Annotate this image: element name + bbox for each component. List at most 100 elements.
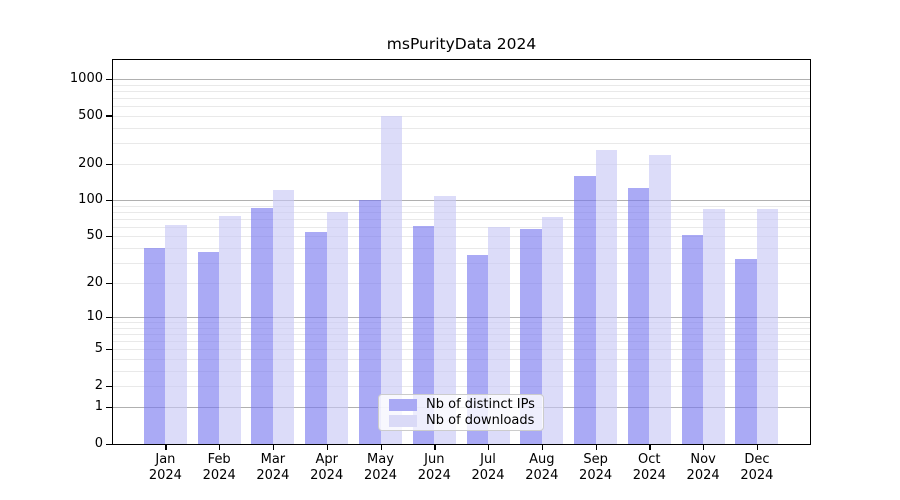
gridline-major [113, 79, 810, 81]
x-tick-label: Mar 2024 [256, 452, 290, 483]
legend-item-distinct-ips: Nb of distinct IPs [389, 397, 535, 412]
bar-distinct-ips-sep [574, 176, 596, 444]
x-tick-mark [595, 444, 597, 450]
y-tick-mark [106, 385, 112, 387]
y-tick-mark [106, 406, 112, 409]
x-tick-label: Apr 2024 [310, 452, 344, 483]
x-tick-label: May 2024 [363, 452, 398, 483]
bar-distinct-ips-may [359, 200, 381, 444]
y-tick-label: 10 [86, 309, 103, 325]
bar-downloads-nov [703, 209, 725, 444]
x-tick-label: Oct 2024 [632, 452, 666, 483]
gridline-minor [113, 236, 810, 238]
gridline-minor [113, 142, 810, 144]
gridline-minor [113, 328, 810, 329]
bar-distinct-ips-dec [735, 259, 757, 444]
bar-distinct-ips-mar [251, 208, 273, 444]
gridline-minor [113, 341, 810, 343]
gridline-minor [113, 98, 810, 99]
gridline-minor [113, 91, 810, 92]
bar-distinct-ips-feb [197, 251, 220, 444]
bar-downloads-feb [219, 216, 241, 444]
x-tick-label: Jan 2024 [148, 452, 182, 483]
bar-distinct-ips-nov [681, 235, 704, 444]
x-tick-mark [756, 444, 759, 450]
y-tick-mark [106, 316, 112, 319]
x-tick-mark [326, 444, 328, 450]
legend: Nb of distinct IPs Nb of downloads [378, 394, 544, 431]
bar-downloads-sep [595, 150, 618, 444]
x-tick-label: Nov 2024 [686, 452, 720, 483]
x-tick-mark [380, 444, 382, 450]
gridline-minor [113, 227, 810, 228]
bar-downloads-apr [326, 212, 349, 444]
bar-downloads-dec [756, 209, 779, 444]
x-tick-label: Aug 2024 [525, 452, 559, 483]
gridline-minor [113, 247, 810, 249]
bar-distinct-ips-jan [143, 247, 166, 444]
gridline-minor [113, 349, 810, 351]
x-tick-mark [541, 444, 544, 450]
y-tick-label: 5 [94, 341, 103, 357]
bar-downloads-jan [165, 225, 187, 444]
gridline-minor [113, 334, 810, 336]
x-tick-mark [703, 444, 705, 450]
gridline-minor [113, 283, 810, 285]
gridline-minor [113, 359, 810, 360]
bar-downloads-may [380, 115, 402, 444]
bar-downloads-jul [488, 227, 510, 444]
gridline-minor [113, 386, 810, 387]
gridline-minor [113, 164, 810, 165]
y-tick-mark [106, 348, 112, 351]
y-tick-label: 50 [86, 228, 103, 244]
gridline-minor [113, 106, 810, 108]
gridline-minor [113, 84, 810, 86]
y-tick-mark [106, 282, 112, 285]
y-tick-label: 200 [78, 156, 103, 171]
legend-swatch-downloads-icon [389, 414, 417, 427]
bar-downloads-jun [434, 196, 456, 444]
gridline-minor [113, 212, 810, 213]
y-tick-label: 1 [94, 399, 103, 415]
x-tick-label: Dec 2024 [740, 452, 774, 483]
gridline-minor [113, 218, 810, 220]
gridline-minor [113, 115, 810, 117]
legend-swatch-distinct-ips-icon [389, 398, 417, 411]
y-tick-label: 1000 [69, 71, 103, 87]
y-tick-label: 2 [94, 378, 103, 393]
x-tick-label: Jun 2024 [417, 452, 451, 483]
x-tick-mark [219, 444, 221, 450]
legend-item-downloads: Nb of downloads [389, 413, 535, 428]
x-tick-label: Feb 2024 [202, 452, 236, 483]
y-tick-mark [106, 163, 112, 165]
bar-downloads-oct [649, 155, 671, 444]
legend-label-downloads: Nb of downloads [426, 413, 535, 428]
gridline-major [113, 200, 810, 202]
gridline-major [113, 317, 810, 319]
bar-downloads-aug [541, 216, 564, 444]
y-tick-mark [106, 78, 112, 80]
legend-label-distinct-ips: Nb of distinct IPs [426, 397, 535, 412]
y-tick-label: 20 [86, 275, 103, 291]
gridline-minor [113, 127, 810, 129]
x-tick-mark [488, 444, 490, 450]
bar-distinct-ips-oct [627, 187, 650, 444]
y-tick-mark [106, 199, 112, 202]
x-tick-mark [434, 444, 436, 450]
x-tick-label: Jul 2024 [471, 452, 505, 483]
bar-downloads-mar [272, 189, 295, 444]
gridline-minor [113, 205, 810, 207]
y-tick-mark [106, 235, 112, 238]
y-tick-label: 500 [78, 107, 103, 123]
y-tick-label: 0 [94, 436, 103, 451]
plot-area [112, 59, 811, 445]
bar-distinct-ips-jun [412, 226, 435, 444]
y-tick-mark [106, 115, 112, 117]
gridline-minor [113, 262, 810, 264]
y-tick-label: 100 [78, 192, 103, 208]
y-tick-mark [106, 443, 112, 445]
x-tick-mark [272, 444, 275, 450]
gridline-minor [113, 322, 810, 324]
chart-title: msPurityData 2024 [386, 35, 537, 53]
